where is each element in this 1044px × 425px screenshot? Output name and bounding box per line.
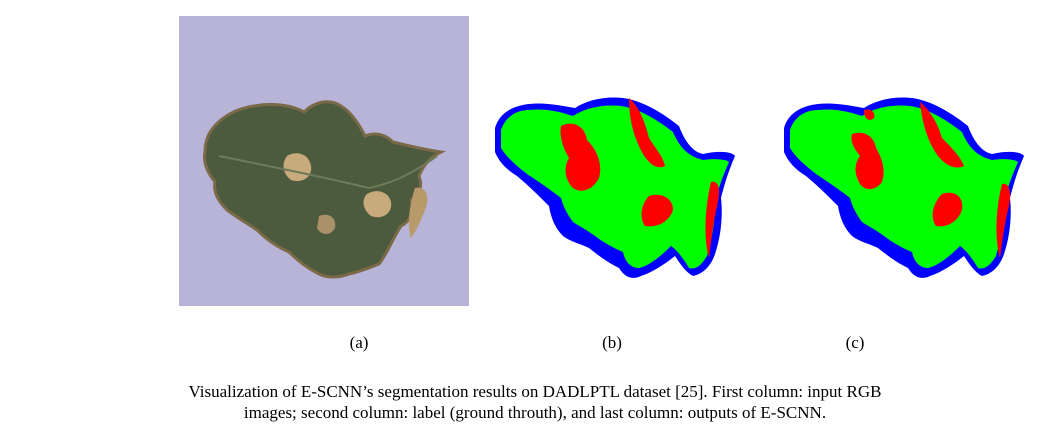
subfigure-label-a: (a) [349,333,369,352]
caption-line-2: images; second column: label (ground thr… [243,403,827,422]
figure-caption: Visualization of E-SCNN’s segmentation r… [90,381,980,423]
subfigure-label-c: (c) [845,333,865,352]
input-rgb-image [179,16,469,306]
ground-truth-label-image [489,86,739,280]
caption-line-1: Visualization of E-SCNN’s segmentation r… [188,382,882,401]
subfigure-label-b: (b) [602,333,622,352]
escnn-output-image [778,86,1028,280]
